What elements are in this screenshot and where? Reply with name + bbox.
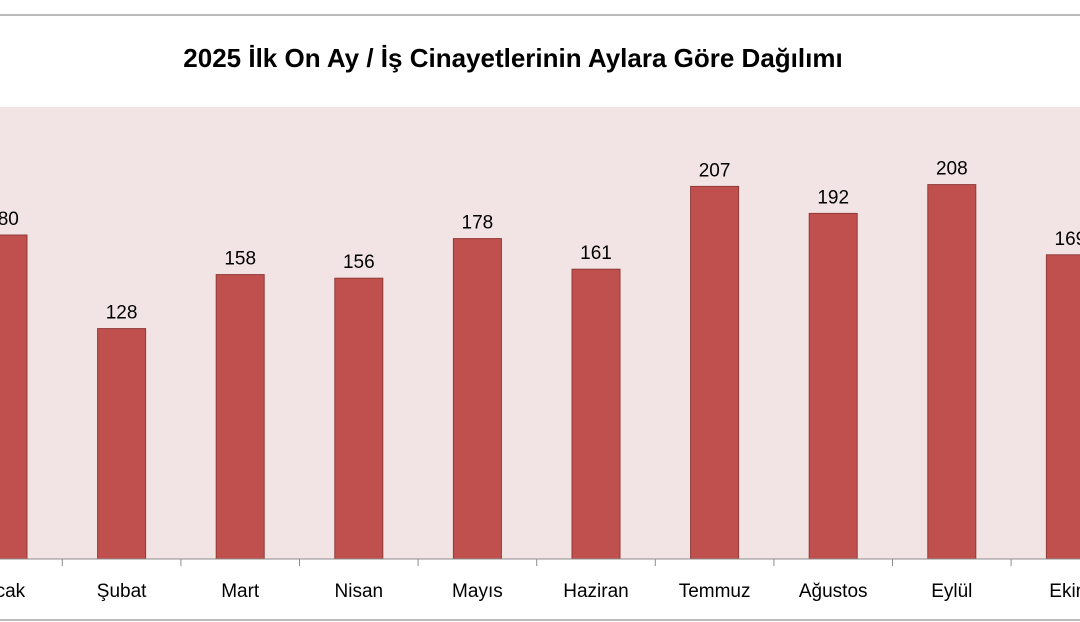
bar-subat: [97, 328, 147, 560]
chart-title: 2025 İlk On Ay / İş Cinayetlerinin Aylar…: [183, 43, 842, 73]
value-label-haziran: 161: [580, 243, 612, 264]
value-label-subat: 128: [106, 303, 138, 324]
x-label-agustos: Ağustos: [799, 581, 868, 602]
bar-haziran: [571, 268, 621, 560]
x-ticks-group: [61, 559, 1012, 566]
value-label-agustos: 192: [817, 187, 849, 208]
bar-eylul: [927, 184, 977, 560]
value-labels-group: 180 128 158 156 178 161 207 192 208 169: [0, 159, 1080, 324]
value-label-nisan: 156: [343, 252, 375, 273]
x-label-mart: Mart: [221, 581, 260, 602]
value-label-temmuz: 207: [699, 160, 731, 181]
x-labels-group: Ocak Şubat Mart Nisan Mayıs Haziran Temmuz Ağus…: [0, 581, 1080, 602]
value-label-mart: 158: [224, 249, 256, 270]
x-label-nisan: Nisan: [335, 581, 384, 602]
bar-mart: [215, 274, 265, 560]
value-label-ocak: 180: [0, 209, 19, 230]
x-label-eylul: Eylül: [931, 581, 972, 602]
plot-area: [0, 107, 1080, 559]
bar-mayis: [452, 238, 502, 560]
value-label-ekim: 169: [1055, 229, 1080, 250]
value-label-eylul: 208: [936, 159, 968, 180]
bar-agustos: [808, 212, 858, 560]
x-label-ekim: Ekim: [1049, 581, 1080, 602]
value-label-mayis: 178: [462, 213, 494, 234]
x-label-subat: Şubat: [97, 581, 147, 602]
bar-ekim: [1045, 254, 1080, 560]
x-label-temmuz: Temmuz: [679, 581, 751, 602]
x-label-ocak: Ocak: [0, 581, 26, 602]
x-label-mayis: Mayıs: [452, 581, 503, 602]
bar-nisan: [334, 277, 384, 560]
bar-temmuz: [690, 185, 740, 560]
bar-ocak: [0, 234, 28, 560]
bars-group: [0, 184, 1080, 560]
x-label-haziran: Haziran: [563, 581, 628, 602]
